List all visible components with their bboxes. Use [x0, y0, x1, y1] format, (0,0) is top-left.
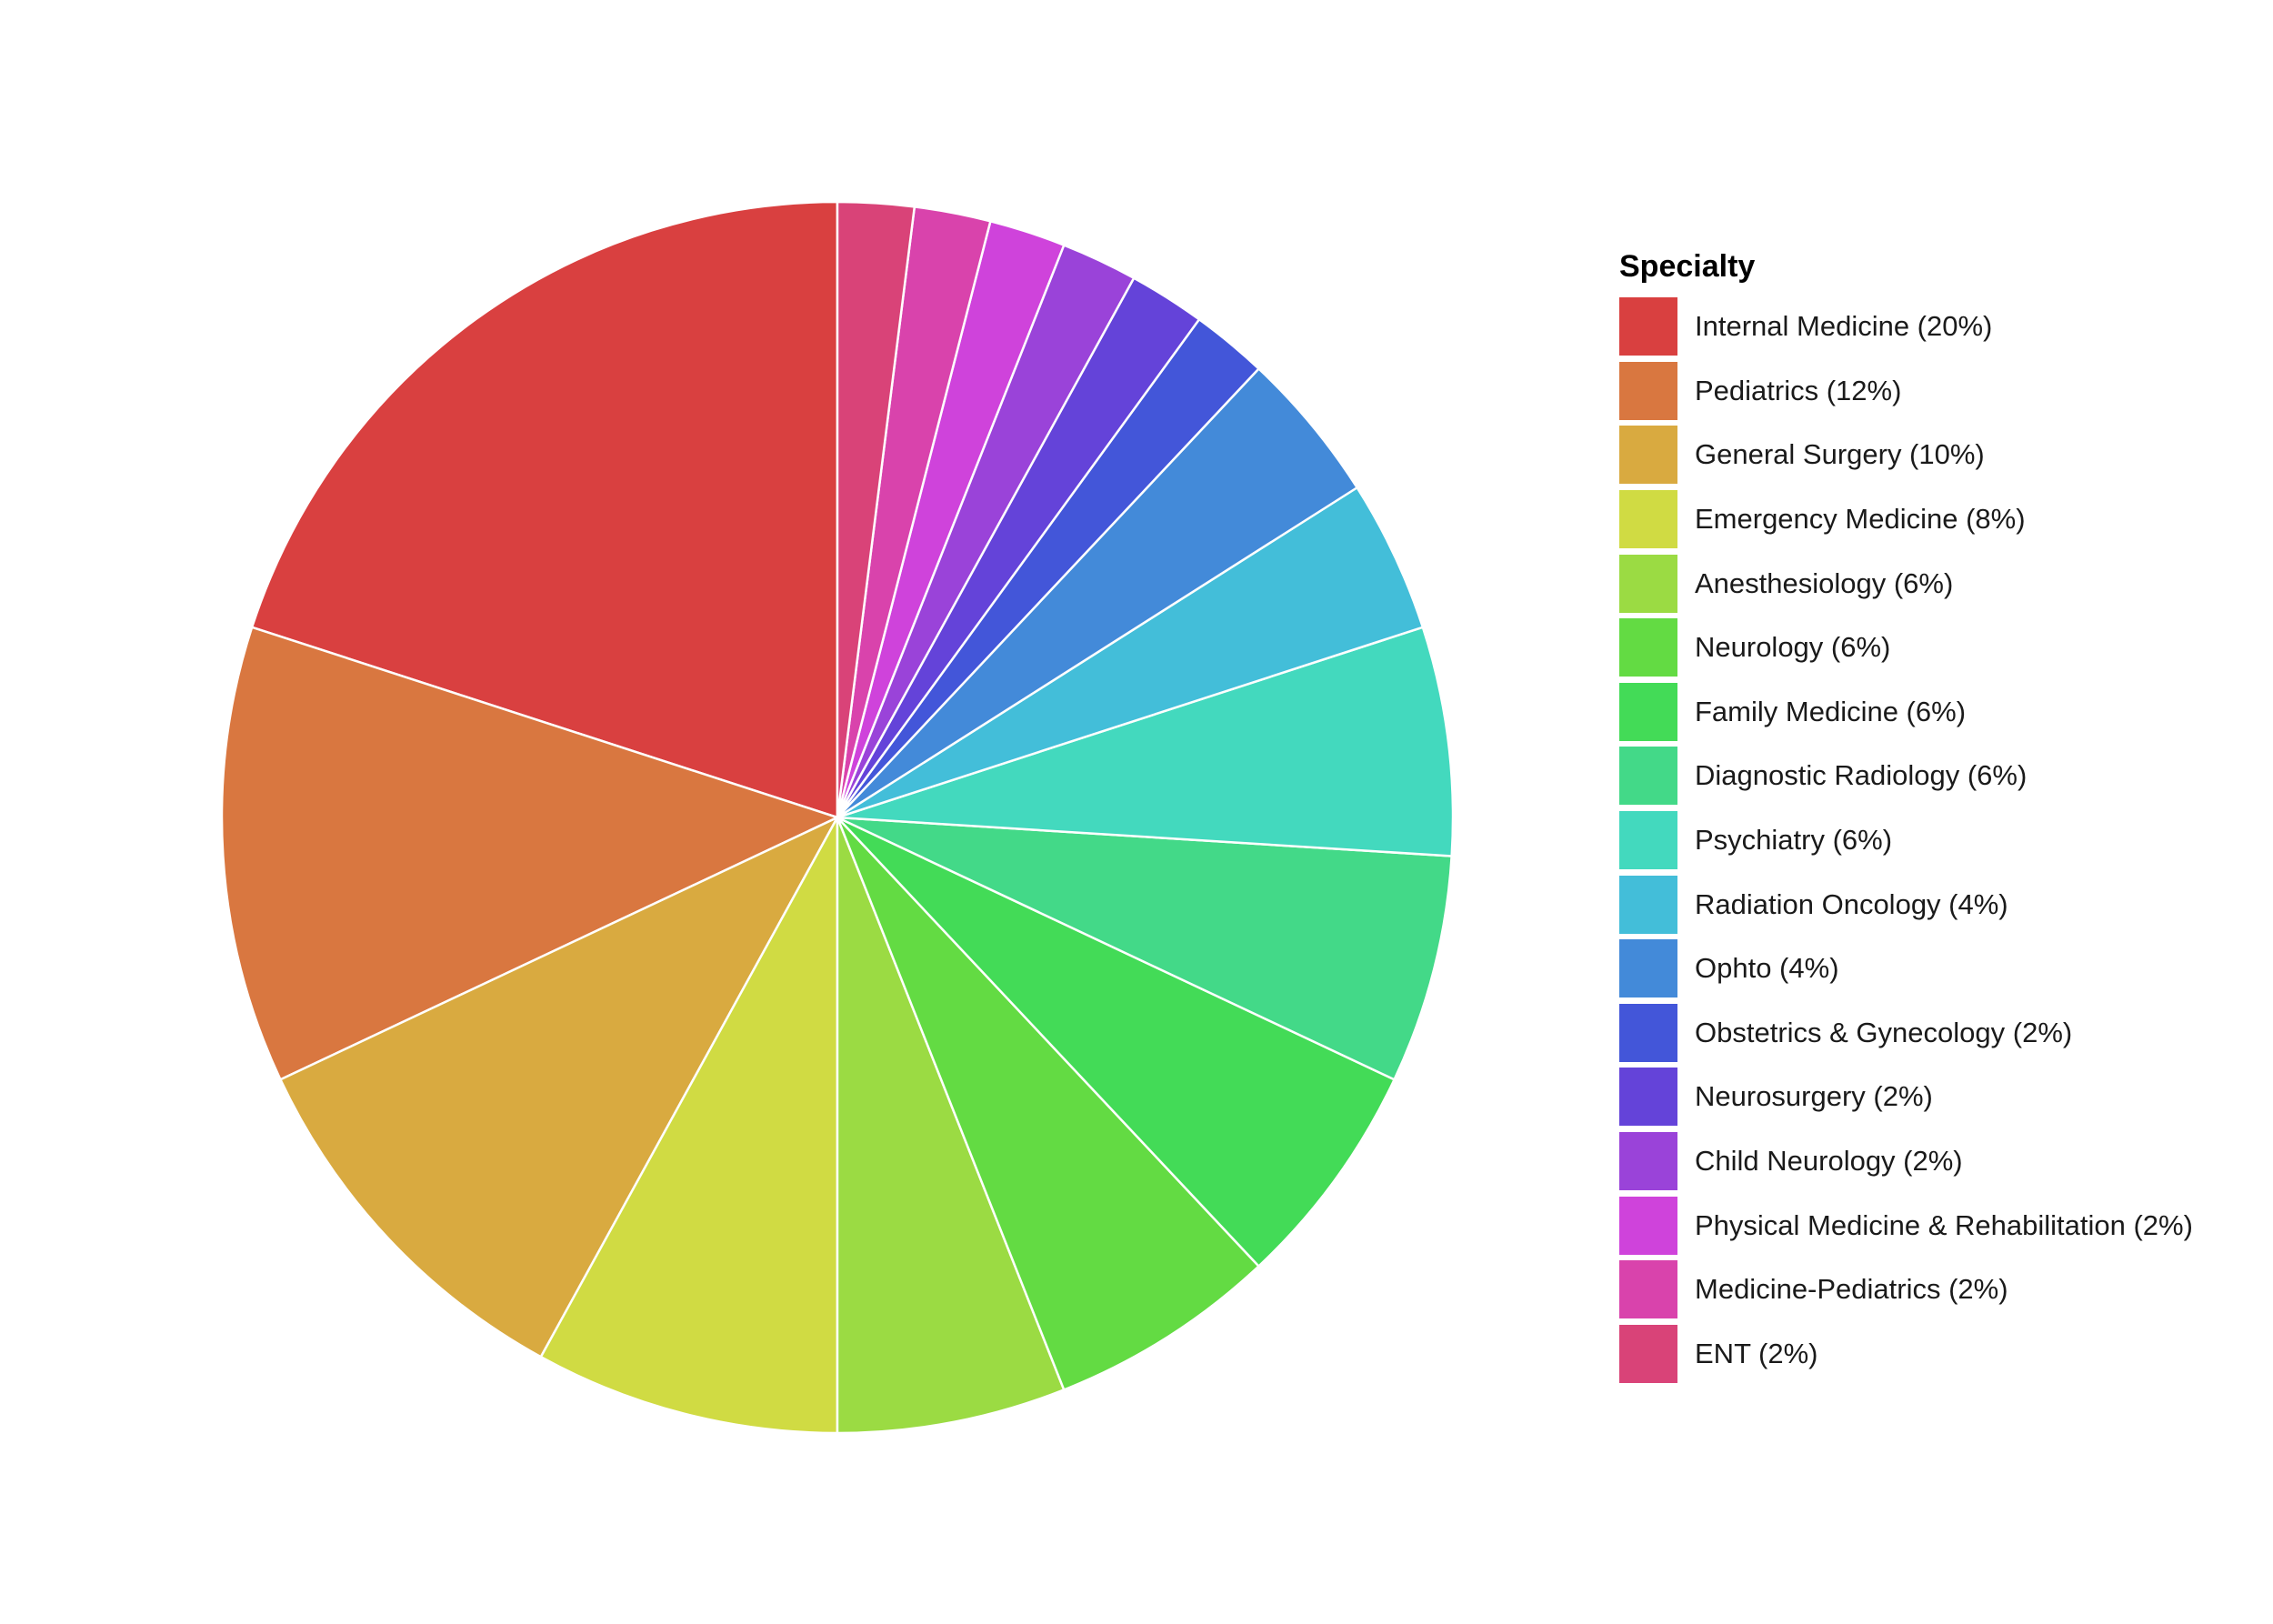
pie-slice: [836, 200, 916, 819]
legend-label: General Surgery (10%): [1695, 438, 1985, 471]
legend-item: Medicine-Pediatrics (2%): [1619, 1258, 2256, 1322]
legend-swatch: [1619, 1068, 1677, 1127]
legend-swatch: [1619, 554, 1677, 613]
legend-swatch: [1619, 618, 1677, 677]
legend-item: Pediatrics (12%): [1619, 359, 2256, 424]
pie-slice: [539, 816, 839, 1435]
legend-swatch: [1619, 490, 1677, 549]
legend-label: Ophto (4%): [1695, 952, 1839, 985]
legend-label: Family Medicine (6%): [1695, 695, 1967, 727]
legend-swatch: [1619, 1132, 1677, 1191]
legend-swatch: [1619, 1196, 1677, 1255]
legend-swatch: [1619, 1324, 1677, 1383]
legend: Specialty Internal Medicine (20%) Pediatr…: [1619, 244, 2256, 1386]
pie-slice: [250, 200, 839, 819]
legend-swatch: [1619, 297, 1677, 356]
legend-item: Psychiatry (6%): [1619, 808, 2256, 873]
pie-slice: [279, 816, 839, 1358]
legend-item: Neurosurgery (2%): [1619, 1065, 2256, 1129]
pie-slice: [220, 626, 839, 1081]
legend-label: Psychiatry (6%): [1695, 824, 1893, 857]
pie-slice: [836, 626, 1455, 857]
legend-item: Obstetrics & Gynecology (2%): [1619, 1001, 2256, 1066]
legend-swatch: [1619, 939, 1677, 998]
legend-swatch: [1619, 361, 1677, 420]
legend-swatch: [1619, 1260, 1677, 1319]
pie-slice: [836, 816, 1396, 1268]
legend-swatch: [1619, 875, 1677, 934]
legend-label: Child Neurology (2%): [1695, 1145, 1963, 1178]
legend-item: ENT (2%): [1619, 1322, 2256, 1387]
legend-label: Anesthesiology (6%): [1695, 566, 1954, 599]
pie-slice: [836, 816, 1066, 1435]
legend-swatch: [1619, 811, 1677, 870]
legend-label: ENT (2%): [1695, 1337, 1818, 1369]
legend-title: Specialty: [1619, 249, 1756, 284]
legend-label: Neurosurgery (2%): [1695, 1080, 1933, 1113]
legend-label: Obstetrics & Gynecology (2%): [1695, 1016, 2073, 1048]
legend-item: Physical Medicine & Rehabilitation (2%): [1619, 1193, 2256, 1258]
legend-item: Ophto (4%): [1619, 937, 2256, 1001]
legend-label: Diagnostic Radiology (6%): [1695, 759, 2028, 792]
legend-label: Pediatrics (12%): [1695, 374, 1902, 406]
legend-items: Internal Medicine (20%) Pediatrics (12%) G…: [1619, 295, 2256, 1386]
legend-swatch: [1619, 682, 1677, 741]
legend-swatch: [1619, 426, 1677, 485]
legend-item: Internal Medicine (20%): [1619, 295, 2256, 359]
legend-item: Neurology (6%): [1619, 616, 2256, 680]
legend-item: Child Neurology (2%): [1619, 1129, 2256, 1194]
legend-item: General Surgery (10%): [1619, 423, 2256, 487]
legend-label: Physical Medicine & Rehabilitation (2%): [1695, 1208, 2193, 1241]
legend-item: Family Medicine (6%): [1619, 680, 2256, 745]
legend-label: Neurology (6%): [1695, 631, 1891, 664]
legend-item: Emergency Medicine (8%): [1619, 487, 2256, 552]
legend-label: Internal Medicine (20%): [1695, 310, 1993, 343]
legend-swatch: [1619, 747, 1677, 806]
pie-slice: [836, 816, 1453, 1081]
legend-label: Radiation Oncology (4%): [1695, 887, 2008, 920]
pie-slice: [836, 816, 1260, 1391]
legend-label: Emergency Medicine (8%): [1695, 503, 2026, 536]
legend-swatch: [1619, 1003, 1677, 1062]
legend-item: Radiation Oncology (4%): [1619, 872, 2256, 937]
legend-item: Diagnostic Radiology (6%): [1619, 744, 2256, 808]
legend-label: Medicine-Pediatrics (2%): [1695, 1273, 2008, 1306]
legend-item: Anesthesiology (6%): [1619, 551, 2256, 616]
